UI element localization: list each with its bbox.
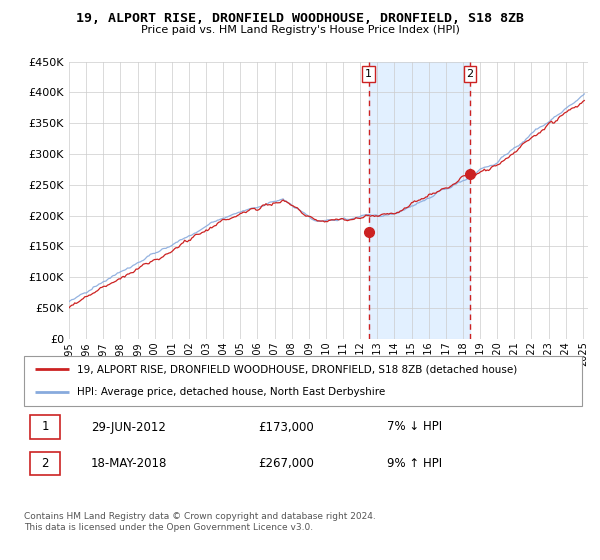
- Text: 18-MAY-2018: 18-MAY-2018: [91, 457, 167, 470]
- Text: £173,000: £173,000: [259, 421, 314, 433]
- Text: 29-JUN-2012: 29-JUN-2012: [91, 421, 166, 433]
- Text: Contains HM Land Registry data © Crown copyright and database right 2024.
This d: Contains HM Land Registry data © Crown c…: [24, 512, 376, 532]
- Text: 19, ALPORT RISE, DRONFIELD WOODHOUSE, DRONFIELD, S18 8ZB: 19, ALPORT RISE, DRONFIELD WOODHOUSE, DR…: [76, 12, 524, 25]
- Bar: [29, 451, 60, 475]
- Bar: [29, 415, 60, 439]
- Text: 2: 2: [467, 69, 474, 79]
- Text: 1: 1: [41, 421, 49, 433]
- Text: Price paid vs. HM Land Registry's House Price Index (HPI): Price paid vs. HM Land Registry's House …: [140, 25, 460, 35]
- Text: 9% ↑ HPI: 9% ↑ HPI: [387, 457, 442, 470]
- Text: £267,000: £267,000: [259, 457, 314, 470]
- Text: 1: 1: [365, 69, 372, 79]
- Text: 19, ALPORT RISE, DRONFIELD WOODHOUSE, DRONFIELD, S18 8ZB (detached house): 19, ALPORT RISE, DRONFIELD WOODHOUSE, DR…: [77, 364, 517, 374]
- Bar: [369, 62, 470, 339]
- Text: HPI: Average price, detached house, North East Derbyshire: HPI: Average price, detached house, Nort…: [77, 388, 385, 398]
- Text: 2: 2: [41, 457, 49, 470]
- Text: 7% ↓ HPI: 7% ↓ HPI: [387, 421, 442, 433]
